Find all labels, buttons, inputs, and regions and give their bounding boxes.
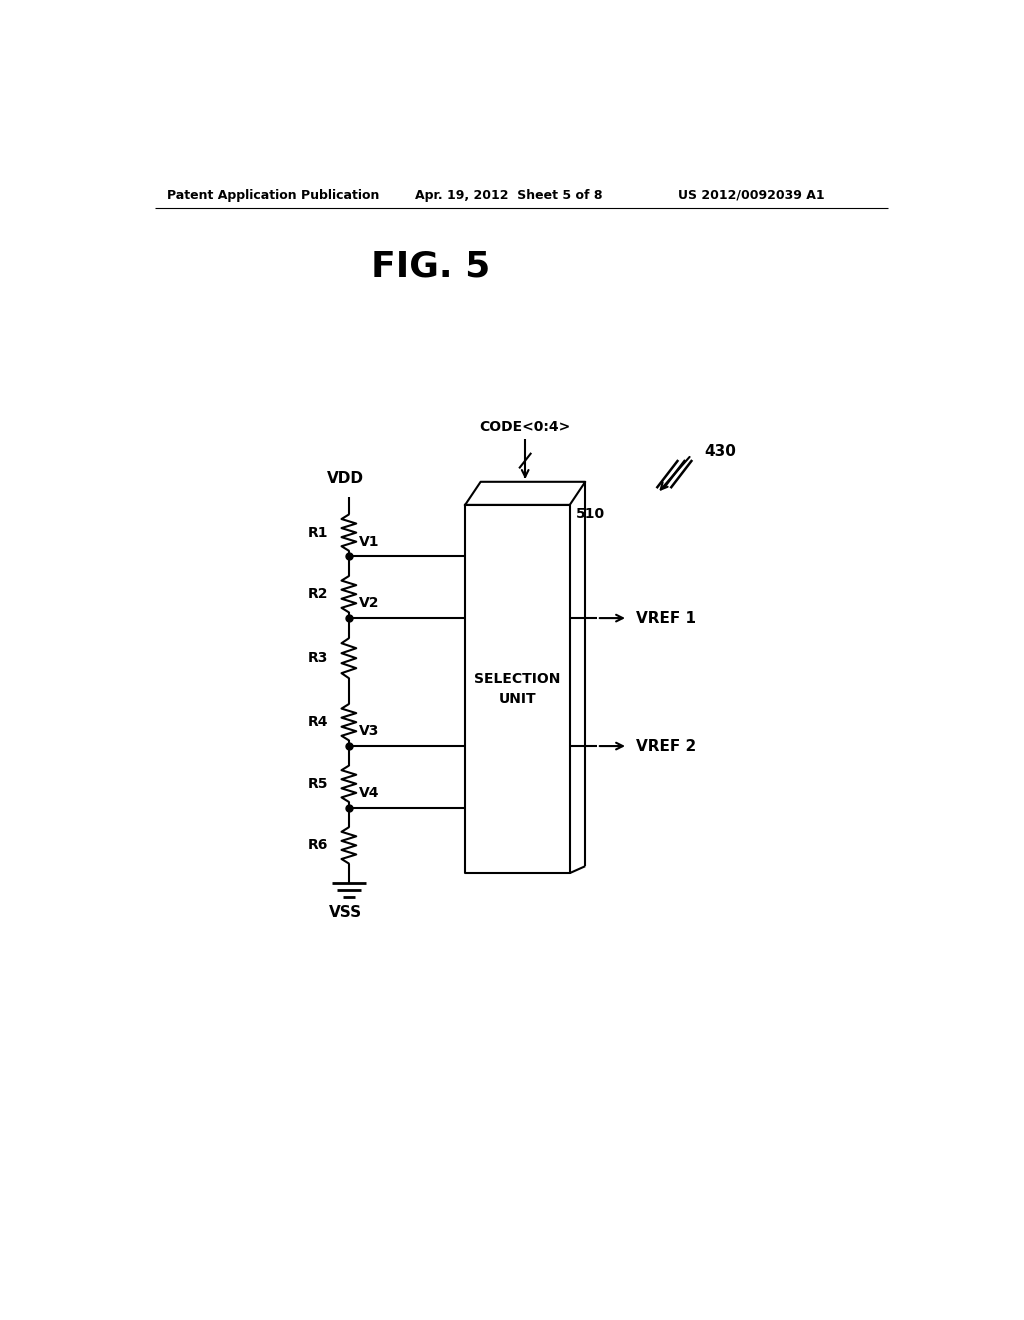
Text: R1: R1 xyxy=(307,525,328,540)
Text: FIG. 5: FIG. 5 xyxy=(371,249,489,284)
Text: R3: R3 xyxy=(307,651,328,665)
Text: VREF 2: VREF 2 xyxy=(636,739,696,754)
Text: VREF 1: VREF 1 xyxy=(636,611,695,626)
Text: UNIT: UNIT xyxy=(499,692,537,706)
Text: V2: V2 xyxy=(359,597,380,610)
Text: V4: V4 xyxy=(359,785,380,800)
Text: R5: R5 xyxy=(307,776,328,791)
Text: VSS: VSS xyxy=(329,906,361,920)
Text: 510: 510 xyxy=(575,507,605,521)
Text: Apr. 19, 2012  Sheet 5 of 8: Apr. 19, 2012 Sheet 5 of 8 xyxy=(415,189,602,202)
Text: 430: 430 xyxy=(703,444,735,458)
Text: V1: V1 xyxy=(359,535,380,549)
Text: R4: R4 xyxy=(307,715,328,729)
Text: VDD: VDD xyxy=(327,471,364,486)
Text: R6: R6 xyxy=(307,838,328,853)
Text: V3: V3 xyxy=(359,725,379,738)
Text: R2: R2 xyxy=(307,587,328,601)
Text: Patent Application Publication: Patent Application Publication xyxy=(167,189,379,202)
Text: US 2012/0092039 A1: US 2012/0092039 A1 xyxy=(678,189,825,202)
Text: SELECTION: SELECTION xyxy=(474,672,560,686)
Text: CODE<0:4>: CODE<0:4> xyxy=(479,420,570,434)
